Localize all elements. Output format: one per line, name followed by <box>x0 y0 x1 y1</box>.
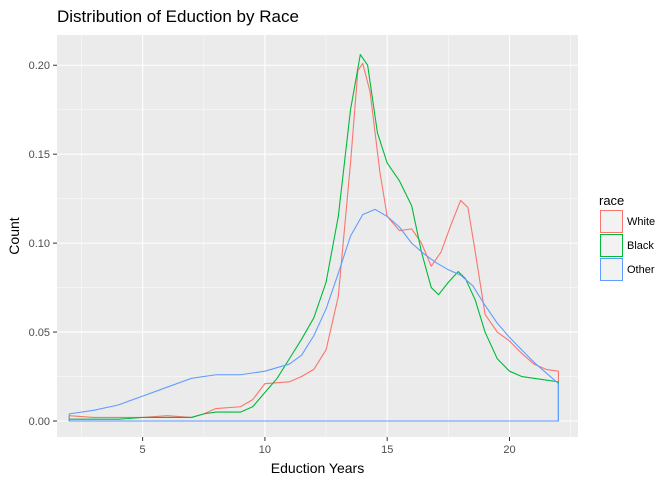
legend-label-white: White <box>627 216 655 228</box>
plot-panel <box>57 35 578 437</box>
legend-title: race <box>599 193 624 208</box>
y-tick-label: 0.20 <box>29 60 50 72</box>
y-tick-label: 0.00 <box>29 416 50 428</box>
y-tick-label: 0.05 <box>29 327 50 339</box>
series-line-black <box>68 54 559 422</box>
legend-key-white <box>600 210 623 233</box>
x-tick-label: 15 <box>381 444 393 456</box>
y-tick-label: 0.15 <box>29 149 50 161</box>
y-axis-title: Count <box>6 217 22 254</box>
x-tick-label: 10 <box>259 444 271 456</box>
x-axis: 5 10 15 20 <box>140 437 516 456</box>
chart-title: Distribution of Eduction by Race <box>57 7 299 26</box>
legend-label-black: Black <box>627 240 654 252</box>
legend-key-black <box>600 234 623 257</box>
y-tick-label: 0.10 <box>29 238 50 250</box>
y-axis: 0.00 0.05 0.10 0.15 0.20 <box>29 60 57 428</box>
legend-key-other <box>600 258 623 281</box>
x-tick-label: 5 <box>140 444 146 456</box>
series-layer <box>68 54 559 422</box>
x-tick-label: 20 <box>503 444 515 456</box>
series-line-other <box>68 208 559 422</box>
legend: race White Black Other <box>599 193 655 281</box>
x-axis-title: Eduction Years <box>271 460 364 476</box>
legend-label-other: Other <box>627 264 655 276</box>
